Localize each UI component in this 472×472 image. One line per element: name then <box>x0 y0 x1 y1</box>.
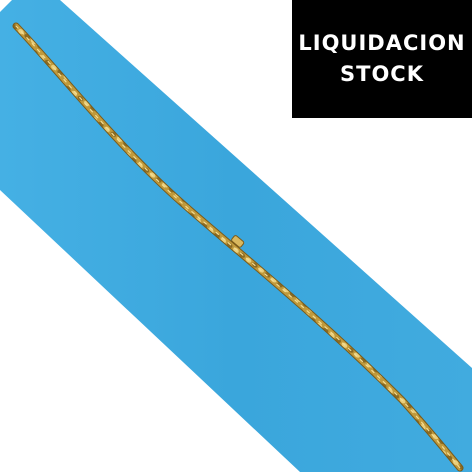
chain-clasp <box>231 235 245 248</box>
badge-title-line: LIQUIDACION <box>298 31 466 55</box>
badge-subtitle-line: STOCK <box>340 62 424 86</box>
gold-chain-icon <box>12 22 464 472</box>
clearance-badge: LIQUIDACION STOCK <box>292 0 472 118</box>
